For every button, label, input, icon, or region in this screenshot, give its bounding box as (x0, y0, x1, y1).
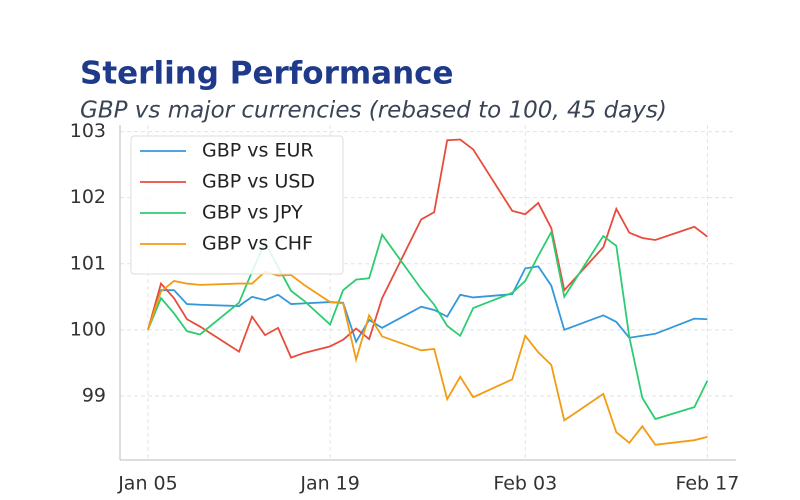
legend-label: GBP vs JPY (202, 202, 303, 224)
series-line (147, 270, 708, 446)
x-tick-label: Jan 05 (117, 473, 178, 495)
x-tick-label: Feb 03 (493, 473, 557, 495)
y-tick-label: 99 (82, 384, 106, 406)
legend-box (130, 135, 344, 275)
y-tick-label: 102 (70, 186, 106, 208)
chart-subtitle: GBP vs major currencies (rebased to 100,… (80, 98, 667, 124)
legend-label: GBP vs EUR (202, 140, 314, 162)
legend-label: GBP vs USD (202, 171, 315, 193)
legend-label: GBP vs CHF (202, 233, 313, 255)
x-tick-label: Feb 17 (675, 473, 739, 495)
series-line (147, 229, 709, 421)
y-tick-label: 103 (70, 120, 106, 142)
y-tick-label: 100 (70, 318, 106, 340)
series-line (147, 138, 708, 359)
y-tick-label: 101 (70, 252, 106, 274)
chart-title: Sterling Performance (80, 56, 454, 92)
series-line (147, 265, 708, 344)
x-tick-label: Jan 19 (299, 473, 360, 495)
